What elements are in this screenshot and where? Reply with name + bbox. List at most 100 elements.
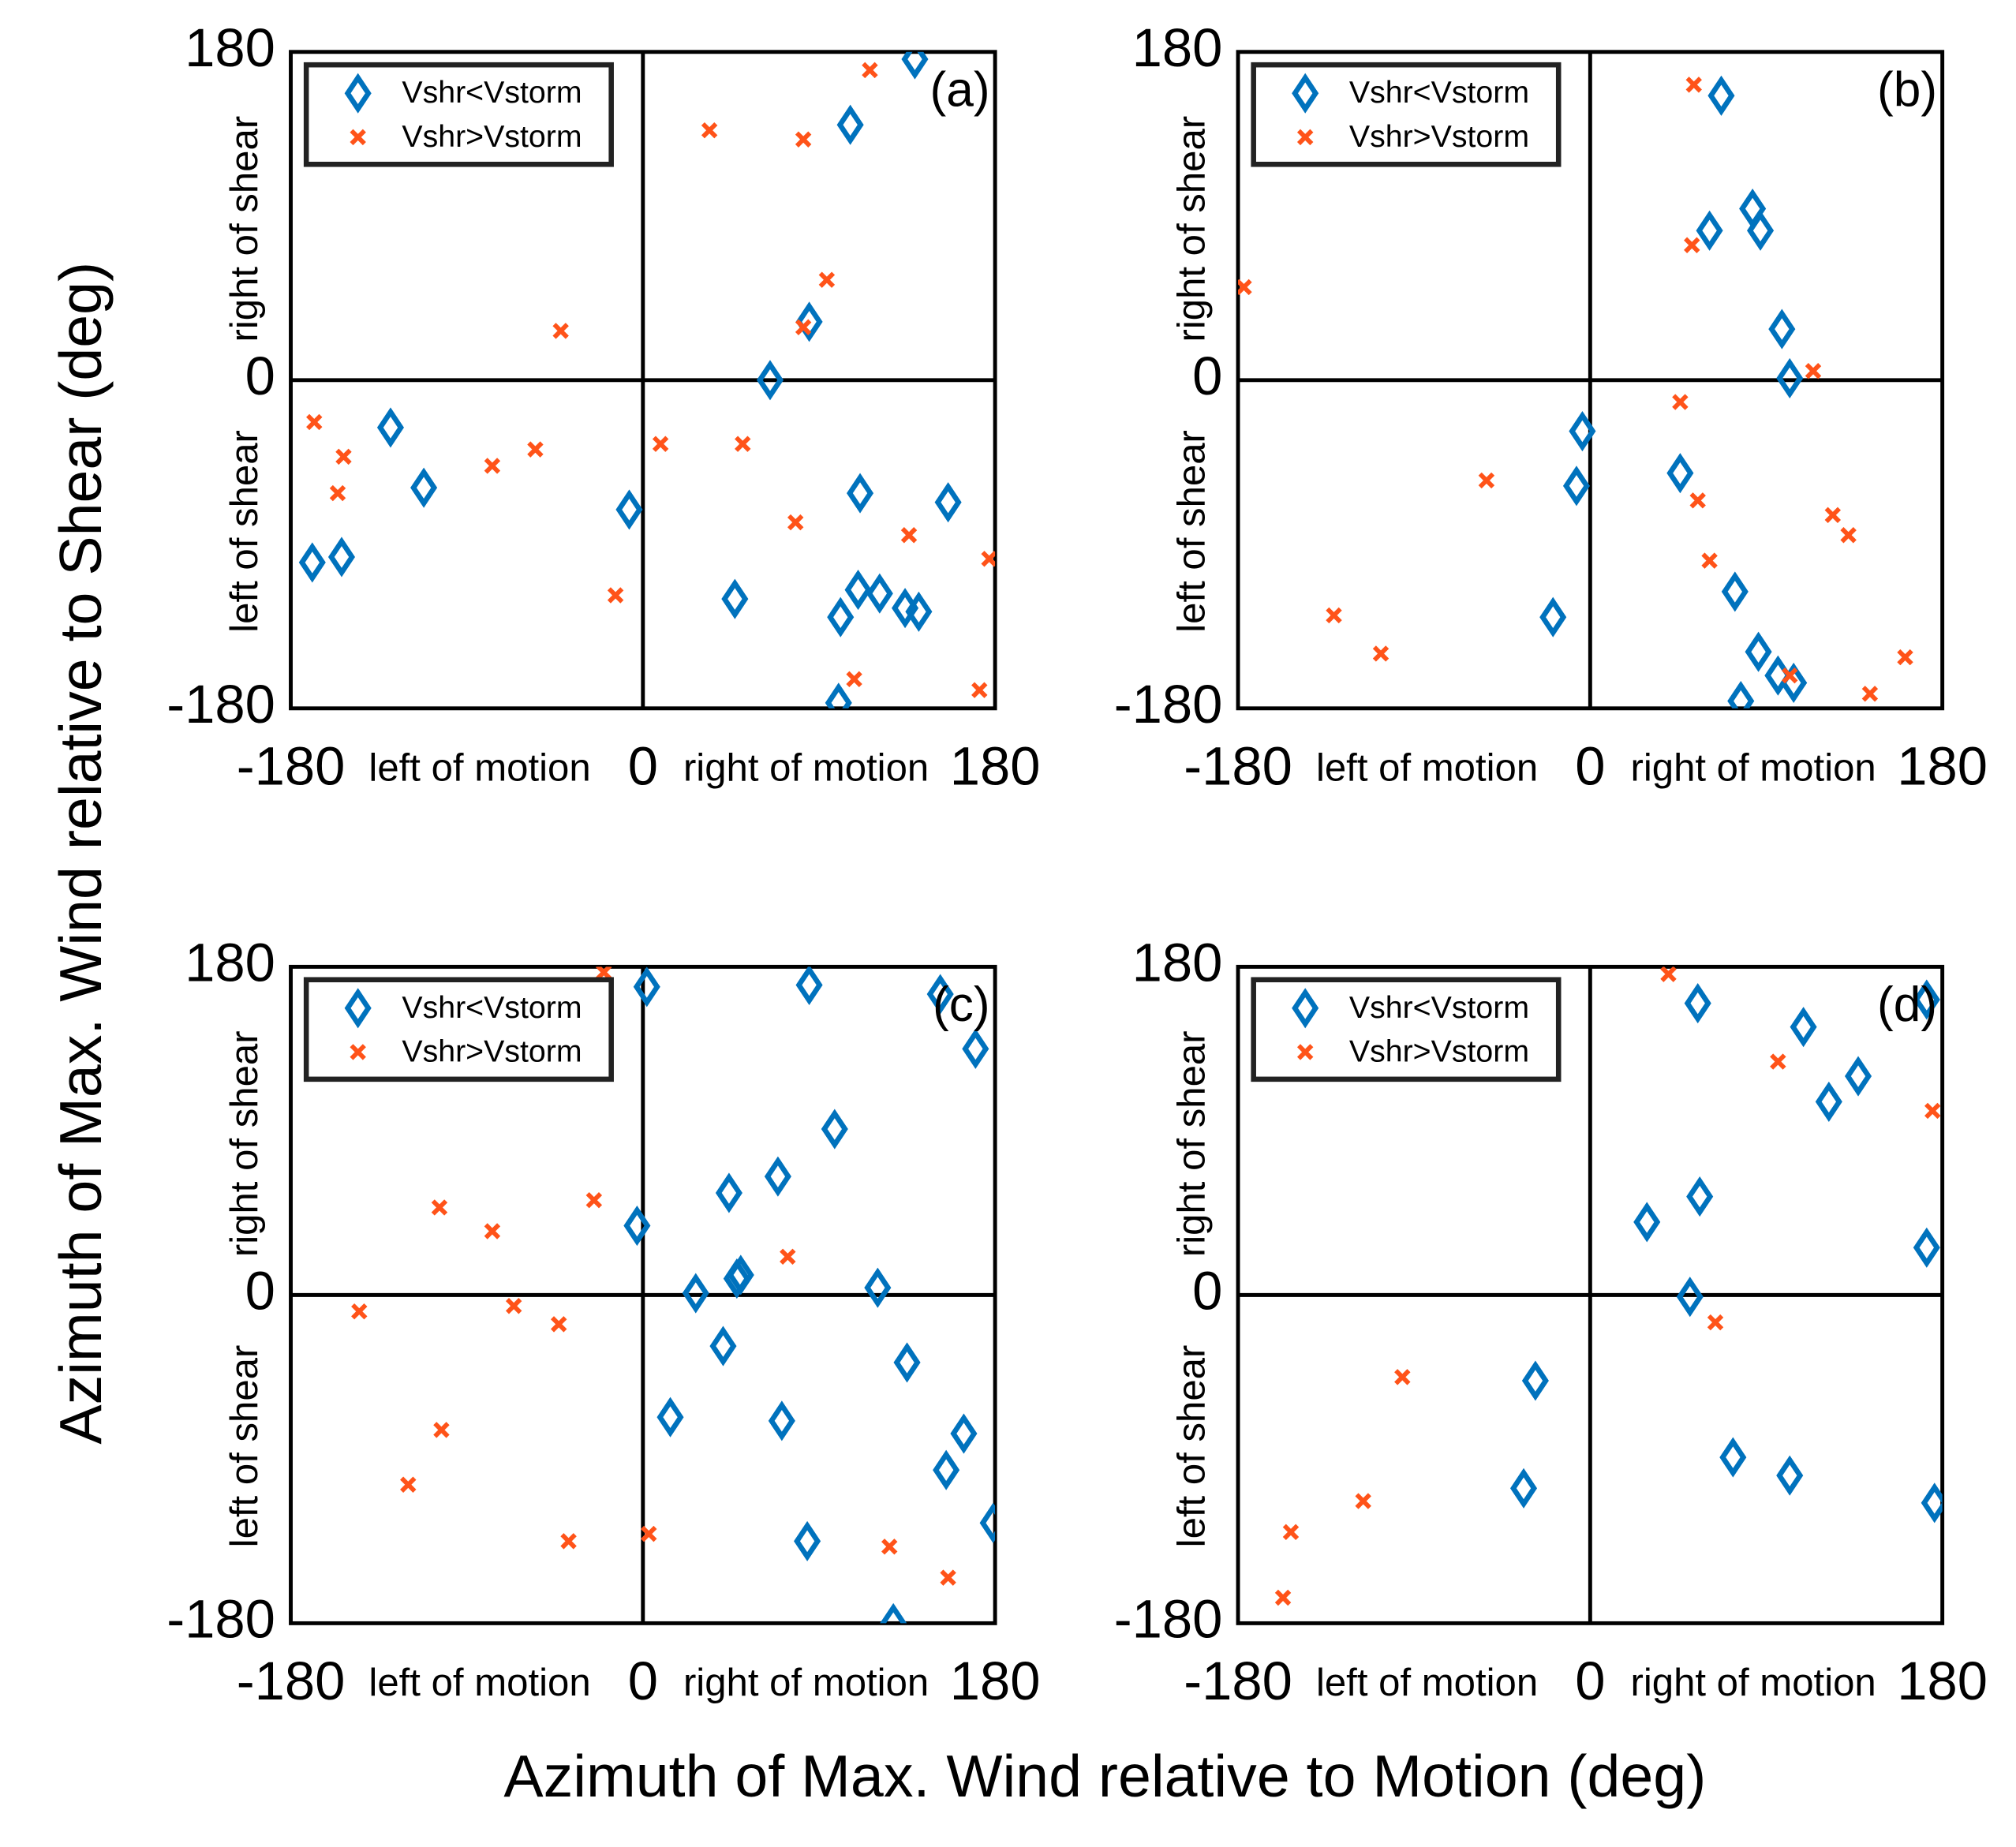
x-tick-label: -180 <box>1184 736 1292 797</box>
x-annotation: right of motion <box>1630 746 1876 789</box>
x-marker <box>641 1525 657 1542</box>
diamond-marker <box>410 467 438 508</box>
diamond-marker <box>950 1413 978 1454</box>
diamond-marker <box>901 51 929 80</box>
x-marker <box>1372 645 1390 662</box>
y-tick-label: -180 <box>166 674 275 735</box>
diamond-marker <box>1684 983 1711 1024</box>
y-annotation: left of shear <box>1170 430 1213 633</box>
diamond-marker <box>633 966 660 1008</box>
x-tick-label: -180 <box>1184 1651 1292 1711</box>
x-marker <box>1824 507 1842 524</box>
y-annotation: left of shear <box>223 430 266 633</box>
x-marker <box>846 671 862 688</box>
x-marker <box>1238 279 1252 296</box>
x-tick-label: 180 <box>1897 1651 1988 1711</box>
panel: -180 0 180 -180 0 180 left of motion right of m… <box>166 17 1040 797</box>
y-tick-label: -180 <box>166 1589 275 1650</box>
x-marker <box>787 514 804 531</box>
diamond-marker <box>721 578 749 619</box>
diamond-marker <box>623 1205 651 1247</box>
legend-label: Vshr>Vstorm <box>1349 1034 1529 1068</box>
x-marker <box>881 1539 898 1555</box>
x-marker <box>1672 394 1689 410</box>
x-marker <box>981 551 996 567</box>
panel-label: (d) <box>1877 978 1937 1032</box>
x-marker <box>560 1533 577 1550</box>
x-marker <box>1782 667 1798 684</box>
legend-label: Vshr<Vstorm <box>1349 990 1529 1025</box>
diamond-marker <box>1686 1176 1714 1217</box>
x-tick-label: -180 <box>237 736 346 797</box>
x-marker <box>400 1476 417 1493</box>
x-marker <box>585 1191 603 1209</box>
legend-label: Vshr>Vstorm <box>1349 119 1529 154</box>
diamond-marker <box>1666 453 1694 494</box>
diamond-marker <box>864 1267 892 1308</box>
diamond-marker <box>827 596 855 637</box>
x-marker <box>1296 129 1314 146</box>
y-tick-label: 180 <box>185 17 275 78</box>
legend-label: Vshr<Vstorm <box>402 75 582 110</box>
x-marker <box>1296 1044 1314 1060</box>
diamond-marker <box>934 482 962 523</box>
y-annotation: right of shear <box>223 1030 266 1257</box>
y-tick-label: -180 <box>1114 1589 1223 1650</box>
diamond-marker <box>1292 73 1319 114</box>
y-annotation: right of shear <box>1170 116 1213 342</box>
diamond-marker <box>727 1254 754 1296</box>
diamond-marker <box>794 1520 821 1561</box>
x-tick-label: 180 <box>950 736 1041 797</box>
x-marker <box>1924 1102 1941 1120</box>
diamond-marker <box>1696 210 1723 251</box>
panel: -180 0 180 -180 0 180 left of motion right of m… <box>166 933 1040 1712</box>
x-annotation: left of motion <box>368 746 590 789</box>
points <box>1274 966 1943 1606</box>
x-marker <box>1326 607 1342 624</box>
y-tick-label: -180 <box>1114 674 1223 735</box>
x-marker <box>527 441 544 458</box>
x-marker <box>484 458 501 474</box>
x-marker <box>1770 1053 1786 1070</box>
diamond-marker <box>715 1172 742 1213</box>
diamond-marker <box>1707 75 1735 116</box>
panel-label: (c) <box>933 978 990 1032</box>
x-marker <box>329 484 346 502</box>
x-marker <box>862 62 878 79</box>
x-annotation: right of motion <box>683 746 929 789</box>
x-marker <box>552 323 569 339</box>
x-marker <box>1660 966 1677 982</box>
x-marker <box>1355 1493 1371 1509</box>
diamond-marker <box>933 1449 960 1490</box>
x-marker <box>1274 1589 1292 1606</box>
diamond-marker <box>1727 680 1755 709</box>
y-tick-label: 0 <box>245 346 275 406</box>
legend: Vshr<Vstorm Vshr>Vstorm <box>1251 62 1562 167</box>
x-marker <box>735 436 751 452</box>
diamond-marker <box>1913 979 1940 1020</box>
x-annotation: left of motion <box>368 1662 590 1704</box>
diamond-marker <box>1719 1437 1747 1478</box>
diamond-marker <box>905 591 933 632</box>
x-marker <box>431 1199 448 1216</box>
diamond-marker <box>821 1109 848 1150</box>
legend: Vshr<Vstorm Vshr>Vstorm <box>1251 977 1562 1082</box>
diamond-marker <box>962 1028 989 1069</box>
x-annotation: right of motion <box>683 1662 929 1704</box>
x-marker <box>1805 363 1822 379</box>
x-marker <box>607 587 624 604</box>
x-marker <box>1897 649 1913 666</box>
y-tick-label: 0 <box>1192 346 1222 406</box>
x-marker <box>1701 552 1718 569</box>
diamond-marker <box>1768 308 1796 350</box>
diamond-marker <box>979 1502 996 1543</box>
diamond-marker <box>1562 465 1591 507</box>
x-marker <box>1840 527 1857 544</box>
diamond-marker <box>615 489 643 530</box>
x-tick-label: 0 <box>1575 736 1605 797</box>
panel: -180 0 180 -180 0 180 left of motion right of m… <box>1114 17 1988 797</box>
x-marker <box>1861 686 1879 702</box>
x-marker <box>795 319 812 335</box>
diamond-marker <box>376 407 405 448</box>
diamond-marker <box>344 988 372 1029</box>
